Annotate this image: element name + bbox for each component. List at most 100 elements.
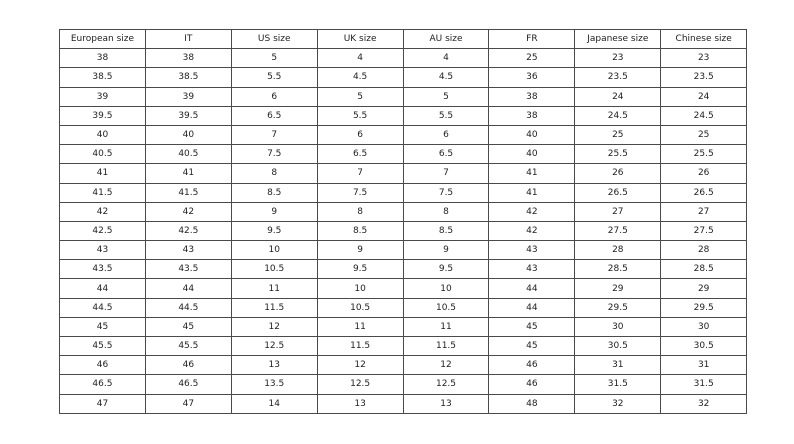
table-cell: 23.5 xyxy=(574,67,662,88)
table-cell: 7.5 xyxy=(316,182,404,203)
table-cell: 25 xyxy=(660,124,748,146)
table-row: 42 42 9 8 8 42 27 27 xyxy=(59,201,748,222)
table-cell: 31.5 xyxy=(660,374,748,395)
table-cell: 38.5 xyxy=(144,67,232,88)
table-cell: 46 xyxy=(488,374,576,395)
table-cell: 29.5 xyxy=(660,297,748,318)
table-row: 43.5 43.5 10.5 9.5 9.5 43 28.5 28.5 xyxy=(59,259,748,280)
table-cell: 5.5 xyxy=(402,105,490,126)
table-cell: 7.5 xyxy=(402,182,490,203)
table-cell: 24.5 xyxy=(660,105,748,126)
table-cell: 9 xyxy=(230,201,318,222)
table-cell: 42.5 xyxy=(59,220,146,242)
table-cell: 11.5 xyxy=(402,335,490,357)
table-cell: 44 xyxy=(59,278,146,299)
table-cell: 44.5 xyxy=(144,297,232,318)
table-cell: 40.5 xyxy=(144,144,232,165)
table-cell: 28.5 xyxy=(660,259,748,280)
table-cell: 36 xyxy=(488,67,576,88)
column-header: AU size xyxy=(402,28,490,50)
table-cell: 43.5 xyxy=(144,259,232,280)
table-cell: 28.5 xyxy=(574,259,662,280)
table-cell: 8 xyxy=(316,201,404,222)
table-cell: 45 xyxy=(488,335,576,357)
table-cell: 27 xyxy=(574,201,662,222)
table-cell: 45.5 xyxy=(59,335,146,357)
table-cell: 46 xyxy=(59,355,146,376)
table-cell: 13 xyxy=(316,393,404,414)
table-cell: 43 xyxy=(488,259,576,280)
table-cell: 11.5 xyxy=(230,297,318,318)
table-cell: 43 xyxy=(144,240,232,261)
table-cell: 40 xyxy=(59,124,146,146)
table-cell: 12.5 xyxy=(230,335,318,357)
column-header: Chinese size xyxy=(660,28,748,50)
table-cell: 44 xyxy=(488,278,576,299)
table-cell: 29 xyxy=(660,278,748,299)
column-header: FR xyxy=(488,28,576,50)
table-cell: 9.5 xyxy=(402,259,490,280)
table-row: 39 39 6 5 5 38 24 24 xyxy=(59,86,748,107)
table-cell: 41 xyxy=(488,182,576,203)
column-header: UK size xyxy=(316,28,404,50)
table-row: 46.5 46.5 13.5 12.5 12.5 46 31.5 31.5 xyxy=(59,374,748,395)
table-cell: 39.5 xyxy=(144,105,232,126)
table-cell: 38 xyxy=(488,105,576,126)
table-cell: 42.5 xyxy=(144,220,232,242)
table-cell: 5 xyxy=(402,86,490,107)
table-cell: 6.5 xyxy=(316,144,404,165)
column-header: IT xyxy=(144,28,232,50)
table-row: 38 38 5 4 4 25 23 23 xyxy=(59,48,748,69)
table-cell: 4 xyxy=(316,48,404,69)
table-cell: 7 xyxy=(402,163,490,184)
table-cell: 27.5 xyxy=(660,220,748,242)
table-cell: 43 xyxy=(488,240,576,261)
table-cell: 25 xyxy=(574,124,662,146)
table-row: 46 46 13 12 12 46 31 31 xyxy=(59,355,748,376)
table-cell: 28 xyxy=(660,240,748,261)
table-cell: 27 xyxy=(660,201,748,222)
table-row: 45.5 45.5 12.5 11.5 11.5 45 30.5 30.5 xyxy=(59,335,748,357)
table-cell: 7.5 xyxy=(230,144,318,165)
column-header: US size xyxy=(230,28,318,50)
table-cell: 11 xyxy=(316,316,404,338)
table-cell: 11.5 xyxy=(316,335,404,357)
table-cell: 40 xyxy=(488,144,576,165)
table-cell: 24 xyxy=(574,86,662,107)
table-cell: 6 xyxy=(316,124,404,146)
table-cell: 42 xyxy=(488,201,576,222)
table-cell: 12 xyxy=(230,316,318,338)
table-cell: 8 xyxy=(402,201,490,222)
table-cell: 7 xyxy=(316,163,404,184)
table-row: 40.5 40.5 7.5 6.5 6.5 40 25.5 25.5 xyxy=(59,144,748,165)
table-cell: 31 xyxy=(574,355,662,376)
table-cell: 39 xyxy=(59,86,146,107)
table-cell: 41 xyxy=(488,163,576,184)
shoe-size-conversion-table: European size IT US size UK size AU size FR Ja… xyxy=(59,28,748,414)
table-row: 42.5 42.5 9.5 8.5 8.5 42 27.5 27.5 xyxy=(59,220,748,242)
table-cell: 46.5 xyxy=(144,374,232,395)
table-cell: 4 xyxy=(402,48,490,69)
table-cell: 4.5 xyxy=(402,67,490,88)
table-cell: 23 xyxy=(574,48,662,69)
table-cell: 10.5 xyxy=(316,297,404,318)
table-cell: 46 xyxy=(488,355,576,376)
table-cell: 30.5 xyxy=(574,335,662,357)
table-cell: 13 xyxy=(402,393,490,414)
table-cell: 43 xyxy=(59,240,146,261)
table-row: 38.5 38.5 5.5 4.5 4.5 36 23.5 23.5 xyxy=(59,67,748,88)
table-cell: 8.5 xyxy=(316,220,404,242)
table-cell: 27.5 xyxy=(574,220,662,242)
table-cell: 31 xyxy=(660,355,748,376)
table-cell: 11 xyxy=(402,316,490,338)
table-cell: 24.5 xyxy=(574,105,662,126)
table-cell: 31.5 xyxy=(574,374,662,395)
table-row: 41.5 41.5 8.5 7.5 7.5 41 26.5 26.5 xyxy=(59,182,748,203)
table-cell: 39 xyxy=(144,86,232,107)
table-cell: 45 xyxy=(488,316,576,338)
table-cell: 12 xyxy=(402,355,490,376)
table-cell: 6 xyxy=(230,86,318,107)
table-cell: 46.5 xyxy=(59,374,146,395)
table-cell: 8.5 xyxy=(402,220,490,242)
table-row: 39.5 39.5 6.5 5.5 5.5 38 24.5 24.5 xyxy=(59,105,748,126)
